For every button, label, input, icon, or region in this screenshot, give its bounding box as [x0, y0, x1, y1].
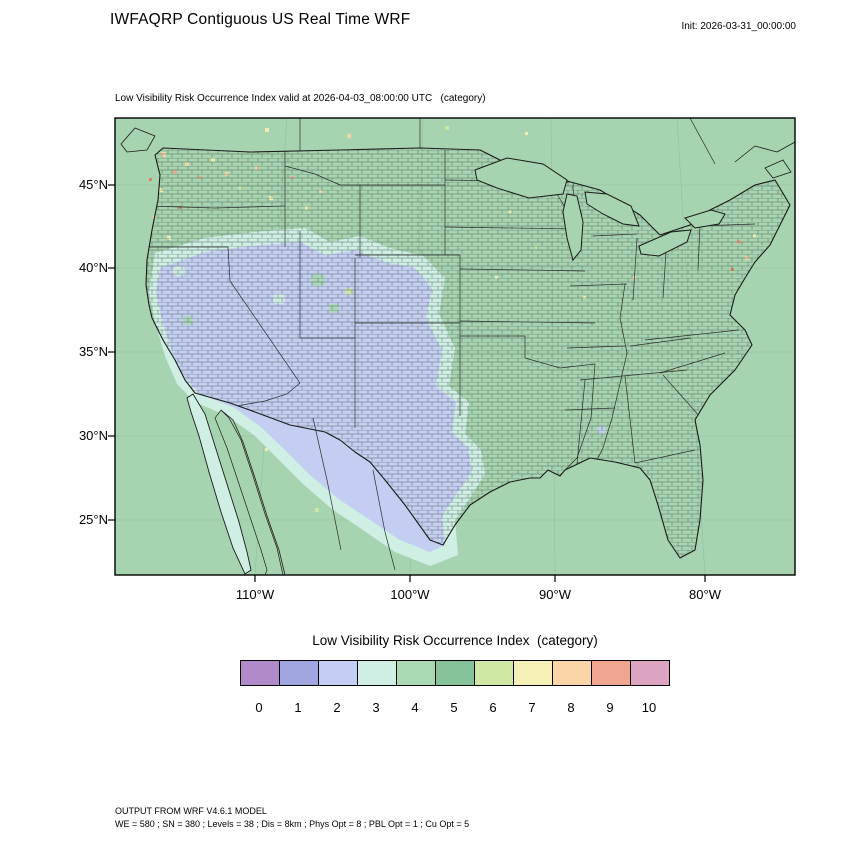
ytick-30n: 30°N	[78, 428, 108, 443]
mexico-coast	[220, 409, 286, 575]
colorbar-cell-10	[630, 660, 670, 686]
init-timestamp: Init: 2026-03-31_00:00:00	[681, 21, 796, 32]
great-lakes	[474, 157, 726, 262]
colorbar-cell-1	[279, 660, 319, 686]
colorbar-cell-6	[474, 660, 514, 686]
colorbar-cell-0	[240, 660, 280, 686]
gulf-of-california	[214, 409, 284, 575]
colorbar-label-10: 10	[641, 700, 657, 715]
xtick-90w: 90°W	[539, 587, 571, 602]
canada-lines	[120, 118, 795, 179]
colorbar-label-4: 4	[411, 700, 419, 715]
colorbar-label-5: 5	[450, 700, 458, 715]
colorbar-cell-2	[318, 660, 358, 686]
baja-california	[186, 393, 252, 575]
ytick-40n: 40°N	[78, 260, 108, 275]
colorbar-label-6: 6	[489, 700, 497, 715]
colorbar-cell-3	[357, 660, 397, 686]
ytick-25n: 25°N	[78, 512, 108, 527]
colorbar-cell-7	[513, 660, 553, 686]
mexico-state-lines	[312, 417, 396, 571]
colorbar-numbers: 0 1 2 3 4 5 6 7 8 9 10	[240, 700, 669, 715]
colorbar-cell-4	[396, 660, 436, 686]
map-subtitle: Low Visibility Risk Occurrence Index val…	[115, 93, 486, 104]
colorbar	[240, 660, 670, 686]
colorbar-label-9: 9	[606, 700, 614, 715]
colorbar-label-2: 2	[333, 700, 341, 715]
colorbar-label-8: 8	[567, 700, 575, 715]
us-map	[108, 117, 796, 582]
ytick-35n: 35°N	[78, 344, 108, 359]
colorbar-cell-5	[435, 660, 475, 686]
xtick-100w: 100°W	[390, 587, 430, 602]
xtick-110w: 110°W	[235, 587, 275, 602]
colorbar-label-3: 3	[372, 700, 380, 715]
colorbar-label-7: 7	[528, 700, 536, 715]
xtick-80w: 80°W	[689, 587, 721, 602]
axis-ticks	[108, 184, 706, 582]
footer-config-line: WE = 580 ; SN = 380 ; Levels = 38 ; Dis …	[115, 819, 470, 830]
ytick-45n: 45°N	[78, 177, 108, 192]
page-title: IWFAQRP Contiguous US Real Time WRF	[110, 11, 411, 28]
colorbar-cell-9	[591, 660, 631, 686]
colorbar-label-0: 0	[255, 700, 263, 715]
colorbar-cell-8	[552, 660, 592, 686]
footer-model-line: OUTPUT FROM WRF V4.6.1 MODEL	[115, 806, 267, 816]
footer-notes: OUTPUT FROM WRF V4.6.1 MODEL WE = 580 ; …	[115, 805, 469, 831]
colorbar-label-1: 1	[294, 700, 302, 715]
legend-title: Low Visibility Risk Occurrence Index (ca…	[312, 633, 598, 648]
map-frame	[114, 117, 796, 576]
map-canvas	[108, 117, 796, 582]
